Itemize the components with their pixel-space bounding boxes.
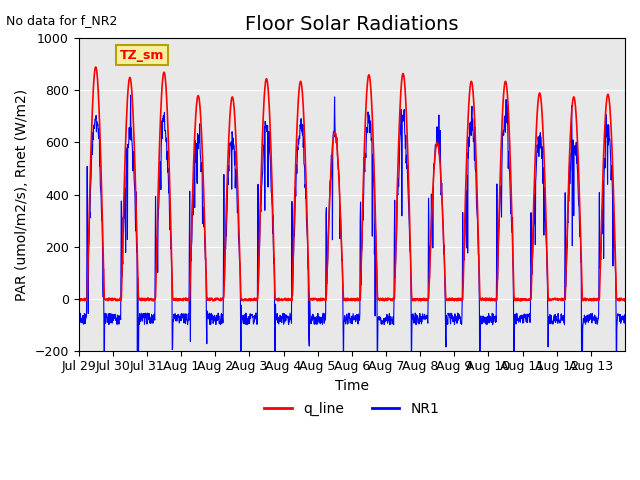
Text: TZ_sm: TZ_sm bbox=[120, 48, 164, 61]
q_line bbox=[161, 70, 168, 76]
NR1 bbox=[481, 314, 488, 320]
Text: No data for f_NR2: No data for f_NR2 bbox=[6, 14, 118, 27]
NR1 bbox=[338, 251, 346, 256]
q_line bbox=[621, 298, 629, 303]
q_line bbox=[517, 298, 525, 304]
NR1 bbox=[579, 401, 586, 407]
NR1 bbox=[328, 152, 335, 158]
NR1 bbox=[127, 92, 134, 98]
q_line bbox=[561, 296, 569, 302]
NR1 bbox=[75, 311, 83, 316]
NR1 bbox=[161, 109, 168, 115]
q_line bbox=[615, 297, 623, 302]
q_line bbox=[481, 297, 488, 303]
q_line bbox=[92, 64, 100, 70]
X-axis label: Time: Time bbox=[335, 379, 369, 393]
NR1 bbox=[621, 313, 629, 319]
Title: Floor Solar Radiations: Floor Solar Radiations bbox=[245, 15, 459, 34]
q_line bbox=[338, 247, 346, 253]
Line: NR1: NR1 bbox=[79, 95, 625, 404]
q_line bbox=[328, 161, 335, 167]
Legend: q_line, NR1: q_line, NR1 bbox=[259, 396, 445, 422]
q_line bbox=[75, 297, 83, 303]
Y-axis label: PAR (umol/m2/s), Rnet (W/m2): PAR (umol/m2/s), Rnet (W/m2) bbox=[15, 88, 29, 300]
NR1 bbox=[615, 312, 623, 318]
Line: q_line: q_line bbox=[79, 67, 625, 301]
NR1 bbox=[561, 260, 569, 265]
